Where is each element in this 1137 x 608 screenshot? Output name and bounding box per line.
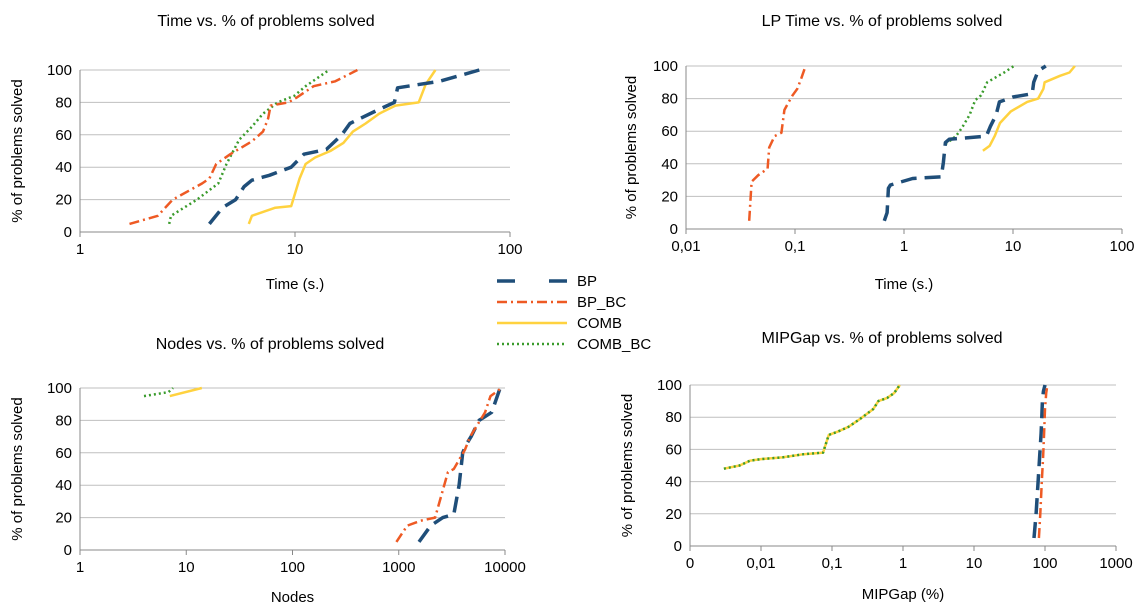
x-tick-label: 1 <box>76 559 84 576</box>
y-tick-label: 100 <box>47 380 72 397</box>
y-tick-label: 0 <box>670 221 678 238</box>
y-tick-label: 40 <box>661 156 678 173</box>
x-tick-label: 0,01 <box>671 238 700 255</box>
x-tick-label: 0,1 <box>822 555 843 572</box>
series-line-comb-bc <box>143 387 174 398</box>
x-tick-label: 1 <box>76 241 84 258</box>
x-tick-label: 0 <box>686 555 694 572</box>
y-tick-label: 60 <box>665 441 682 458</box>
series-line-bp-bc <box>395 386 503 543</box>
y-tick-label: 40 <box>665 474 682 491</box>
series-line-bp <box>1032 384 1047 539</box>
y-tick-label: 20 <box>55 192 72 209</box>
y-tick-label: 100 <box>47 62 72 79</box>
series-line-bp <box>208 68 480 226</box>
x-tick-label: 10000 <box>484 559 526 576</box>
y-tick-label: 0 <box>64 542 72 559</box>
legend: BP BP_BC COMB COMB_BC <box>497 273 651 353</box>
y-tick-label: 20 <box>661 188 678 205</box>
y-tick-label: 0 <box>64 224 72 241</box>
x-tick-label: 100 <box>1109 238 1134 255</box>
x-tick-label: 0,01 <box>746 555 775 572</box>
series-line-bp-bc <box>129 68 358 226</box>
y-tick-label: 40 <box>55 159 72 176</box>
series-line-comb-bc <box>944 64 1015 146</box>
y-axis-label: % of problems solved <box>623 76 640 219</box>
x-axis-label: Time (s.) <box>875 276 934 293</box>
y-tick-label: 80 <box>55 412 72 429</box>
y-axis-label: % of problems solved <box>9 79 26 222</box>
x-axis-label: Nodes <box>271 589 314 606</box>
x-tick-label: 0,1 <box>785 238 806 255</box>
x-tick-label: 10 <box>178 559 195 576</box>
legend-label: BP_BC <box>577 294 626 311</box>
chart-title: Time vs. % of problems solved <box>157 13 374 30</box>
y-tick-label: 80 <box>665 409 682 426</box>
y-tick-label: 60 <box>661 123 678 140</box>
y-tick-label: 100 <box>653 58 678 75</box>
y-tick-label: 80 <box>661 91 678 108</box>
series-line-comb <box>247 69 437 225</box>
x-tick-label: 1 <box>899 555 907 572</box>
x-tick-label: 1000 <box>1099 555 1132 572</box>
chart-title: LP Time vs. % of problems solved <box>762 13 1003 30</box>
legend-label: COMB <box>577 315 622 332</box>
y-tick-label: 100 <box>657 377 682 394</box>
y-tick-label: 40 <box>55 477 72 494</box>
series-line-bp-bc <box>747 65 807 221</box>
y-tick-label: 20 <box>665 506 682 523</box>
chart-3: 0 20 40 60 80 100 1 10 100 1000 10000 Nodes vs. % o… <box>9 336 526 606</box>
x-tick-label: 100 <box>280 559 305 576</box>
y-tick-label: 60 <box>55 127 72 144</box>
series-line-bp-bc <box>1037 384 1049 539</box>
x-tick-label: 10 <box>966 555 983 572</box>
x-tick-label: 100 <box>497 241 522 258</box>
legend-label: BP <box>577 273 597 290</box>
chart-2: 0 20 40 60 80 100 0,01 0,1 1 10 100 LP Time vs. % o… <box>623 13 1135 293</box>
y-tick-label: 0 <box>674 538 682 555</box>
series-line-bp <box>882 64 1047 222</box>
legend-label: COMB_BC <box>577 336 651 353</box>
x-tick-label: 100 <box>1032 555 1057 572</box>
x-tick-label: 1 <box>900 238 908 255</box>
x-axis-label: Time (s.) <box>266 276 325 293</box>
series-line-comb <box>982 65 1076 152</box>
x-tick-label: 10 <box>1005 238 1022 255</box>
y-tick-label: 80 <box>55 94 72 111</box>
chart-title: MIPGap vs. % of problems solved <box>762 330 1003 347</box>
chart-title: Nodes vs. % of problems solved <box>156 336 385 353</box>
y-axis-label: % of problems solved <box>619 394 636 537</box>
chart-1: 0 20 40 60 80 100 1 10 100 Time vs. % of problems… <box>9 13 523 293</box>
series-line-comb <box>723 384 901 470</box>
series-line-comb <box>169 386 203 398</box>
y-axis-label: % of problems solved <box>9 397 26 540</box>
x-tick-label: 1000 <box>382 559 415 576</box>
x-axis-label: MIPGap (%) <box>862 586 945 603</box>
series-line-comb-bc <box>167 68 330 225</box>
x-tick-label: 10 <box>287 241 304 258</box>
series-line-comb-bc <box>723 384 901 470</box>
y-tick-label: 60 <box>55 445 72 462</box>
y-tick-label: 20 <box>55 510 72 527</box>
